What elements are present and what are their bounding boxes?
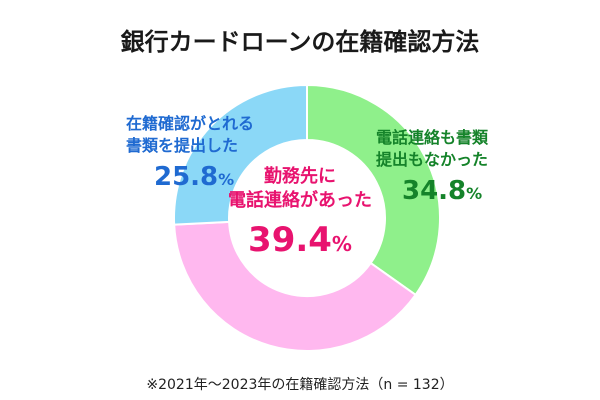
label-line: 在籍確認がとれる [126,114,255,133]
label-line: 勤務先に [264,166,336,187]
label-line: 書類を提出した [126,135,239,155]
slice-no-call-no-documents [306,83,441,297]
label-submitted-documents: 在籍確認がとれる 書類を提出した 25.8% [126,113,254,195]
value-label: 25.8 [154,162,219,193]
label-line: 電話連絡があった [228,190,372,212]
unit-label: % [218,170,235,190]
unit-label: % [466,184,483,204]
value-label: 39.4 [248,219,332,260]
footnote: ※2021年〜2023年の在籍確認方法（n = 132） [146,377,454,393]
slice-submitted-documents [173,83,308,226]
label-no-call-no-documents: 電話連絡も書類 提出もなかった 34.8% [376,127,488,209]
label-line: 電話連絡も書類 [376,128,489,147]
value-label: 34.8 [402,176,467,207]
label-workplace-call: 勤務先に 電話連絡があった 39.4% [220,165,380,263]
label-line: 提出もなかった [376,149,489,169]
slice-workplace-call [173,220,417,352]
chart-title: 銀行カードローンの在籍確認方法 [120,28,480,56]
unit-label: % [331,231,352,256]
